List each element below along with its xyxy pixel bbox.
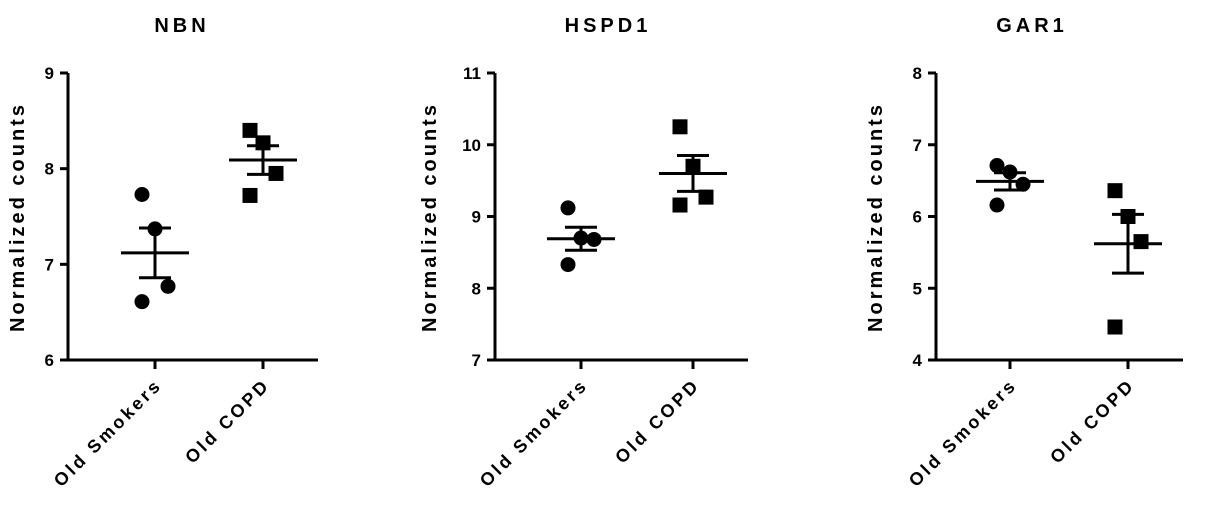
chart-title: GAR1 xyxy=(996,15,1068,37)
y-tick-label: 7 xyxy=(45,255,54,274)
data-point-circle xyxy=(587,232,602,247)
panel-hspd1: HSPD1 Normalized counts 7 8 9 10 11 Old Smoke… xyxy=(419,15,748,491)
y-tick-label: 9 xyxy=(472,208,481,227)
data-point-square xyxy=(686,159,701,174)
y-axis-label: Normalized counts xyxy=(419,102,441,332)
data-point-circle xyxy=(1016,177,1031,192)
y-tick-label: 6 xyxy=(45,351,54,370)
x-category-label: Old Smokers xyxy=(476,375,592,491)
data-point-square xyxy=(1108,183,1123,198)
data-point-square xyxy=(269,166,284,181)
chart-title: NBN xyxy=(154,15,209,37)
x-category-label: Old COPD xyxy=(1046,375,1139,468)
data-point-square xyxy=(699,190,714,205)
data-point-square xyxy=(673,119,688,134)
y-tick-label: 7 xyxy=(472,351,481,370)
y-tick-label: 8 xyxy=(913,64,922,83)
y-axis-label: Normalized counts xyxy=(865,102,887,332)
data-point-square xyxy=(1121,209,1136,224)
y-tick-label: 4 xyxy=(913,351,923,370)
y-tick-label: 7 xyxy=(913,136,922,155)
data-point-circle xyxy=(135,294,150,309)
data-point-square xyxy=(1134,234,1149,249)
panel-nbn: NBN Normalized counts 6 7 8 9 Old Smokers Old… xyxy=(7,15,318,491)
data-point-circle xyxy=(561,257,576,272)
chart-title: HSPD1 xyxy=(565,15,652,37)
data-point-square xyxy=(673,198,688,213)
data-point-square xyxy=(243,188,258,203)
x-category-label: Old COPD xyxy=(181,375,274,468)
y-tick-label: 10 xyxy=(462,136,481,155)
y-tick-label: 11 xyxy=(463,64,481,83)
y-tick-label: 5 xyxy=(913,279,922,298)
data-point-square xyxy=(256,135,271,150)
x-category-label: Old Smokers xyxy=(905,375,1021,491)
data-point-circle xyxy=(574,231,589,246)
data-point-circle xyxy=(1003,165,1018,180)
data-point-circle xyxy=(161,279,176,294)
y-tick-label: 6 xyxy=(913,208,922,227)
data-point-circle xyxy=(990,158,1005,173)
y-tick-label: 8 xyxy=(45,160,54,179)
x-category-label: Old COPD xyxy=(611,375,704,468)
y-tick-label: 8 xyxy=(472,279,481,298)
data-point-circle xyxy=(148,221,163,236)
data-point-circle xyxy=(561,200,576,215)
data-point-circle xyxy=(990,198,1005,213)
y-tick-label: 9 xyxy=(45,64,54,83)
y-axis-label: Normalized counts xyxy=(7,102,29,332)
data-point-square xyxy=(243,123,258,138)
x-category-label: Old Smokers xyxy=(50,375,166,491)
data-point-square xyxy=(1108,319,1123,334)
panel-gar1: GAR1 Normalized counts 4 5 6 7 8 Old Smokers O… xyxy=(865,15,1183,491)
data-point-circle xyxy=(135,187,150,202)
